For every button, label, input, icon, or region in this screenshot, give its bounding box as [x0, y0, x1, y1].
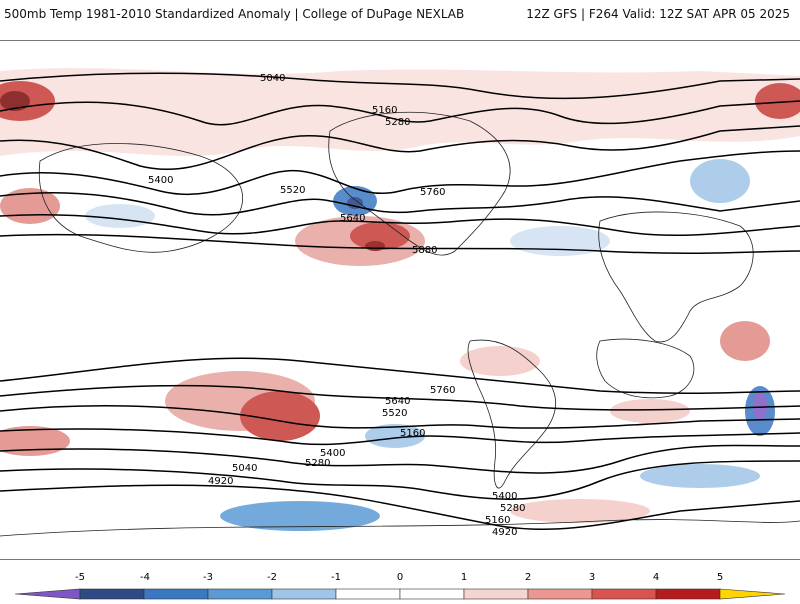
contour-label-5640: 5640	[340, 213, 365, 224]
contour-label-5640-south: 5640	[385, 396, 410, 407]
cbar-tick-m4: -4	[140, 572, 150, 583]
cbar-swatch-1	[79, 588, 145, 600]
weather-map: 5040 5160 5280 5400 5520 5640 5760 5880 …	[0, 40, 800, 560]
cbar-swatch-6	[399, 588, 465, 600]
cbar-swatch-7	[463, 588, 529, 600]
cbar-tick-m2: -2	[267, 572, 277, 583]
contour-label-5160-south: 5160	[400, 428, 425, 439]
cbar-tick-1: 1	[461, 572, 467, 583]
cbar-tick-0: 0	[397, 572, 403, 583]
colorbar-ticks: -5 -4 -3 -2 -1 0 1 2 3 4 5	[75, 572, 723, 583]
contour-label-5280-south: 5280	[305, 458, 330, 469]
cbar-tick-5: 5	[717, 572, 723, 583]
cbar-tick-m3: -3	[203, 572, 213, 583]
contour-label-4920-south: 4920	[208, 476, 233, 487]
contour-label-5160: 5160	[372, 105, 397, 116]
contour-label-5880: 5880	[412, 245, 437, 256]
contour-label-5280: 5280	[385, 117, 410, 128]
contour-label-4920-bottom: 4920	[492, 527, 517, 538]
map-svg: 5040 5160 5280 5400 5520 5640 5760 5880 …	[0, 68, 800, 538]
cbar-swatch-3	[207, 588, 273, 600]
cbar-tick-m1: -1	[331, 572, 341, 583]
map-title: 500mb Temp 1981-2010 Standardized Anomal…	[4, 7, 465, 21]
contour-label-5040-south: 5040	[232, 463, 257, 474]
coastlines	[0, 111, 800, 537]
cbar-tick-3: 3	[589, 572, 595, 583]
cbar-tick-2: 2	[525, 572, 531, 583]
anomaly-shading	[0, 68, 800, 531]
contour-label-5520-south: 5520	[382, 408, 407, 419]
cbar-arrow-high	[719, 588, 786, 600]
contour-label-5400-south: 5400	[320, 448, 345, 459]
colorbar: -5 -4 -3 -2 -1 0 1 2 3 4 5	[0, 570, 800, 600]
contour-label-5520: 5520	[280, 185, 305, 196]
contour-labels: 5040 5160 5280 5400 5520 5640 5760 5880 …	[148, 73, 525, 538]
contour-label-5160-bottom: 5160	[485, 515, 510, 526]
contour-label-5040: 5040	[260, 73, 285, 84]
cbar-arrow-low	[14, 588, 81, 600]
contour-label-5280-bottom: 5280	[500, 503, 525, 514]
contour-label-5400-bottom: 5400	[492, 491, 517, 502]
contour-label-5760: 5760	[420, 187, 445, 198]
contour-label-5760-south: 5760	[430, 385, 455, 396]
height-contours	[0, 72, 800, 531]
cbar-swatch-5	[335, 588, 401, 600]
cbar-swatch-8	[527, 588, 593, 600]
header: 500mb Temp 1981-2010 Standardized Anomal…	[0, 0, 800, 30]
cbar-swatch-9	[591, 588, 657, 600]
cbar-swatch-4	[271, 588, 337, 600]
run-info: 12Z GFS | F264 Valid: 12Z SAT APR 05 202…	[526, 7, 790, 21]
cbar-tick-m5: -5	[75, 572, 85, 583]
cbar-swatch-2	[143, 588, 209, 600]
colorbar-swatches	[14, 588, 786, 600]
cbar-tick-4: 4	[653, 572, 659, 583]
colorbar-svg: -5 -4 -3 -2 -1 0 1 2 3 4 5	[14, 572, 786, 600]
contour-label-5400: 5400	[148, 175, 173, 186]
cbar-swatch-10	[655, 588, 721, 600]
